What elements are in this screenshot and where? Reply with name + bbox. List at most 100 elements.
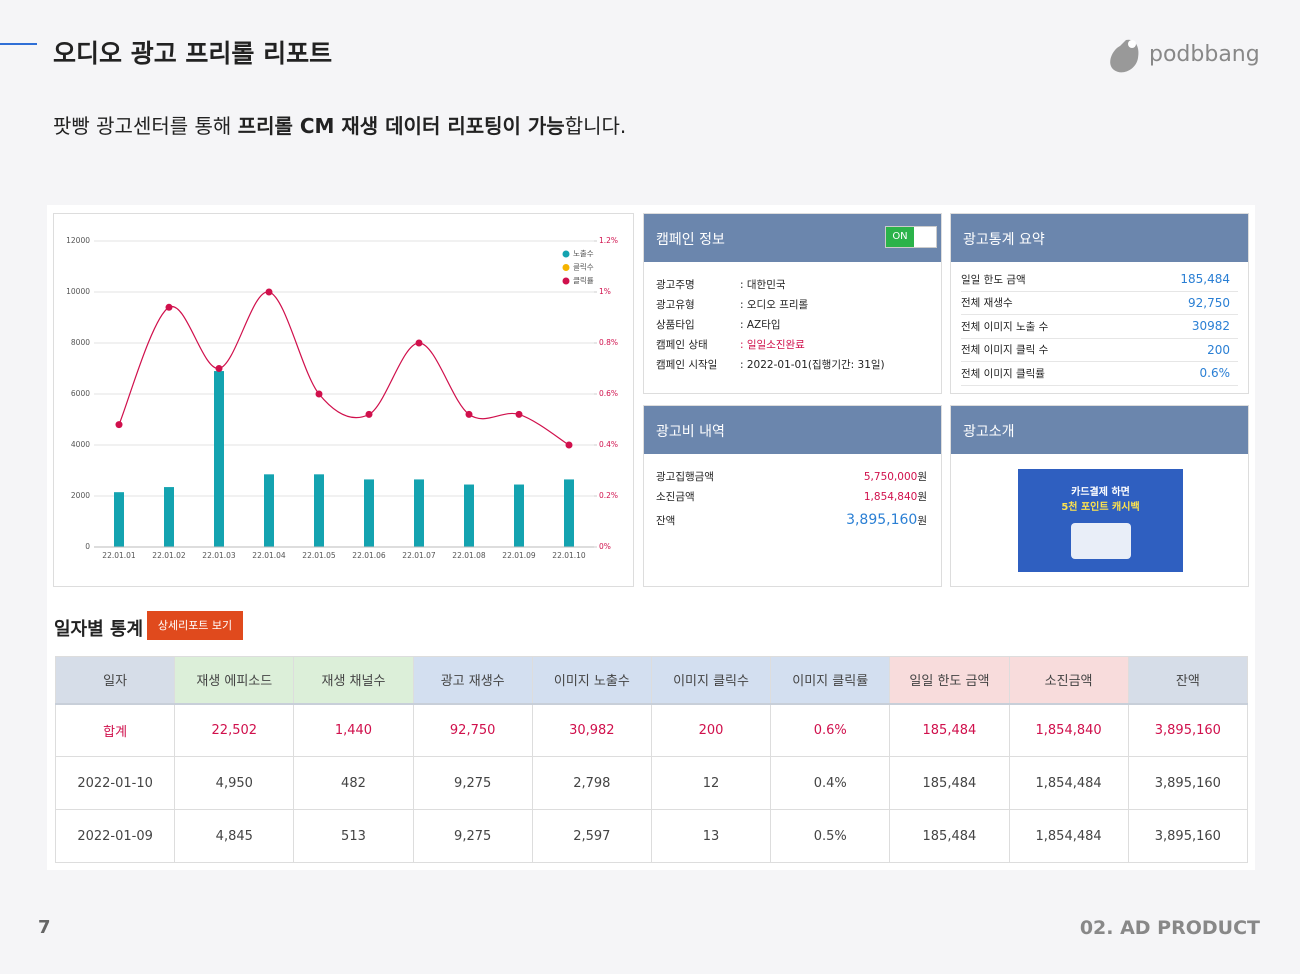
header-cell: 광고 재생수 — [412, 656, 533, 705]
legend-label: 클릭률 — [573, 276, 594, 285]
x-tick-label: 22.01.08 — [452, 551, 486, 560]
section-title: 일자별 통계 — [54, 619, 144, 640]
info-row: 광고유형 : 오디오 프리롤 — [656, 294, 929, 314]
header-row: 일자 재생 에피소드 재생 채널수 광고 재생수 이미지 노출수 이미지 클릭수 이미지 클… — [54, 656, 1249, 705]
cell: 92,750 — [412, 703, 533, 757]
label: 소진금액 — [656, 490, 695, 503]
cell: 30,982 — [531, 703, 652, 757]
cell: 0.6% — [770, 703, 891, 757]
info-row: 캠페인 상태: 일일소진완료 — [656, 334, 929, 354]
y2-tick-label: 0.2% — [599, 491, 618, 500]
x-tick-label: 22.01.06 — [352, 551, 386, 560]
ad-banner[interactable]: 카드결제 하면 5천 포인트 캐시백 — [1018, 469, 1183, 572]
y-tick-label: 4000 — [71, 440, 90, 449]
summary-panel: 광고통계 요약 일일 한도 금액 185,484 전체 재생수 92,750 전체 이미지… — [950, 213, 1249, 394]
cell: 3,895,160 — [1127, 809, 1249, 863]
bar — [264, 474, 274, 547]
cell: 200 — [650, 703, 772, 757]
y-tick-label: 12000 — [66, 236, 90, 245]
label: 광고유형 — [656, 298, 695, 311]
y2-tick-label: 0% — [599, 542, 611, 551]
cell: 1,440 — [293, 703, 414, 757]
label: 전체 이미지 클릭률 — [961, 367, 1045, 380]
label: 상품타입 — [656, 318, 695, 331]
daily-table: 일자 재생 에피소드 재생 채널수 광고 재생수 이미지 노출수 이미지 클릭수 이미지 클… — [54, 656, 1249, 863]
info-row: 상품타입: AZ타입 — [656, 314, 929, 334]
label: 캠페인 상태 — [656, 338, 708, 351]
panel-header: 광고통계 요약 — [951, 214, 1248, 262]
panel-header: 광고비 내역 — [644, 406, 941, 454]
toggle[interactable]: ON — [885, 226, 937, 248]
header-cell: 이미지 노출수 — [531, 656, 652, 705]
label: 잔액 — [656, 514, 676, 527]
detail-button[interactable]: 상세리포트 보기 — [147, 611, 243, 640]
header-cell: 재생 에피소드 — [174, 656, 295, 705]
cell: 185,484 — [889, 703, 1010, 757]
point — [365, 410, 373, 418]
panel-title: 캠페인 정보 — [656, 232, 725, 248]
point — [315, 390, 323, 398]
value: 185,484 — [1180, 272, 1230, 287]
table-row: 2022-01-09 4,845 513 9,275 2,597 13 0.5% 185,48… — [54, 809, 1249, 863]
chart: 0 2000 4000 6000 8000 10000 12000 0% 0.2% 0.4% 0.6… — [53, 213, 634, 587]
point — [265, 288, 273, 296]
amount-group: 5,750,000원 — [864, 469, 927, 484]
info-row: 캠페인 시작일: 2022-01-01(집행기간: 31일) — [656, 354, 929, 374]
panel-header: 캠페인 정보 ON — [644, 214, 941, 262]
value: : 오디오 프리롤 — [740, 298, 809, 311]
x-tick-label: 22.01.04 — [252, 551, 286, 560]
x-tick-label: 22.01.07 — [402, 551, 436, 560]
cost-panel: 광고비 내역 광고집행금액 5,750,000원 소진금액 1,854,840원 잔액 3,… — [643, 405, 942, 587]
table-row: 2022-01-10 4,950 482 9,275 2,798 12 0.4% 185,48… — [54, 756, 1249, 810]
cell: 1,854,484 — [1008, 809, 1129, 863]
value: 0.6% — [1199, 366, 1231, 381]
point — [515, 410, 523, 418]
y-tick-label: 10000 — [66, 287, 90, 296]
value: 92,750 — [1188, 295, 1230, 310]
legend-swatch — [562, 277, 570, 285]
cell: 9,275 — [412, 756, 533, 810]
cell: 1,854,840 — [1008, 703, 1129, 757]
bar — [214, 371, 224, 547]
logo-text: podbbang — [1149, 42, 1260, 67]
unit: 원 — [917, 515, 927, 527]
legend-label: 노출수 — [573, 248, 594, 258]
y2-tick-label: 0.8% — [599, 338, 618, 347]
x-tick-label: 22.01.02 — [152, 551, 186, 560]
unit: 원 — [917, 470, 927, 483]
cell: 4,845 — [174, 809, 295, 863]
cell: 0.5% — [770, 809, 891, 863]
amount: 3,895,160 — [846, 512, 918, 528]
label: 전체 재생수 — [961, 297, 1013, 310]
cell: 185,484 — [889, 756, 1010, 810]
bar — [464, 484, 474, 547]
point — [165, 303, 173, 311]
banner-line: 카드결제 하면 — [1071, 487, 1130, 498]
intro-panel: 광고소개 카드결제 하면 5천 포인트 캐시백 — [950, 405, 1249, 587]
cost-row: 광고집행금액 5,750,000원 — [656, 466, 929, 486]
cell: 22,502 — [174, 703, 295, 757]
legend-label: 클릭수 — [573, 263, 594, 272]
section-label: 02. AD PRODUCT — [1079, 917, 1260, 939]
point — [115, 421, 123, 429]
value: : 대한민국 — [740, 278, 786, 291]
value: 200 — [1207, 342, 1230, 357]
cell: 12 — [650, 756, 772, 810]
subtitle-bold: 프리롤 CM 재생 데이터 리포팅이 가능 — [237, 114, 565, 138]
summary-row: 전체 이미지 클릭 수 200 — [961, 339, 1238, 362]
legend-swatch — [562, 264, 570, 271]
info-row: 광고주명 : 대한민국 — [656, 274, 929, 294]
header-cell: 이미지 클릭률 — [770, 656, 891, 705]
panel-header: 광고소개 — [951, 406, 1248, 454]
summary-row: 전체 이미지 노출 수 30982 — [961, 315, 1238, 339]
header-cell: 이미지 클릭수 — [650, 656, 772, 705]
bar — [314, 474, 324, 547]
summary-row: 전체 재생수 92,750 — [961, 292, 1238, 315]
point — [415, 339, 423, 347]
header-cell: 소진금액 — [1008, 656, 1129, 705]
label: 전체 이미지 클릭 수 — [961, 344, 1049, 357]
label: 광고주명 — [656, 278, 695, 291]
